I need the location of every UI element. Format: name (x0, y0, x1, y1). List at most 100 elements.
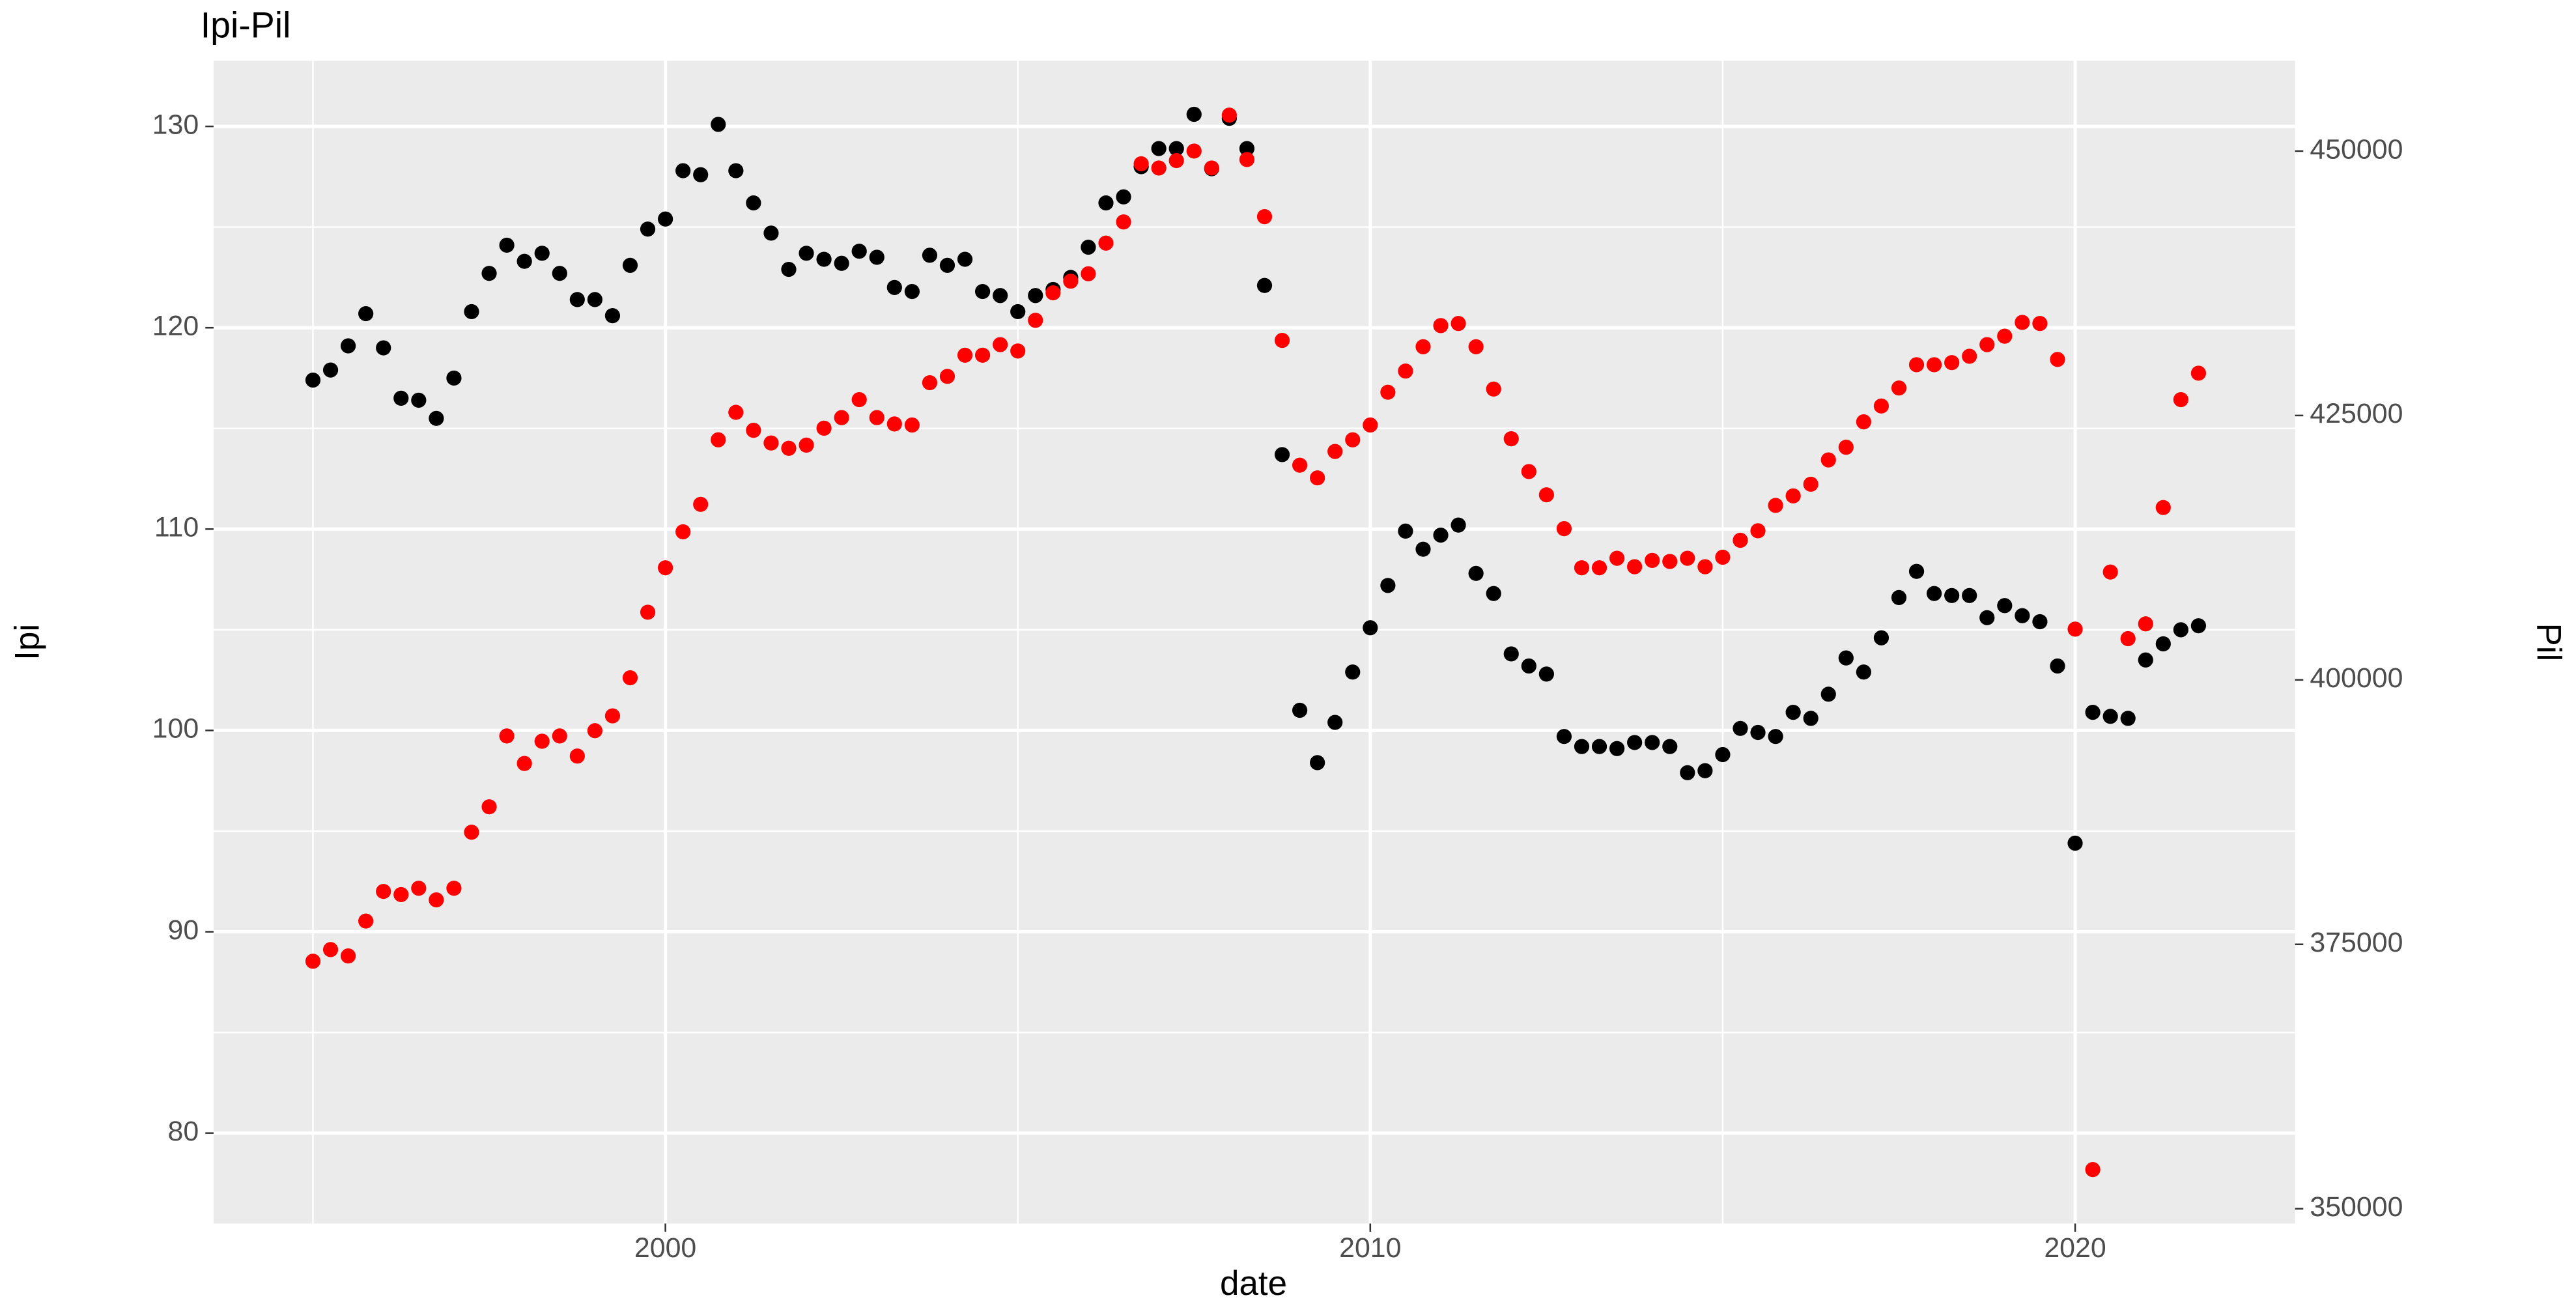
point (1239, 141, 1255, 156)
point (728, 404, 744, 420)
point (993, 288, 1008, 304)
point (587, 292, 602, 307)
point (2050, 352, 2065, 367)
point (604, 308, 621, 324)
point (640, 221, 656, 237)
point (675, 163, 691, 178)
point (1591, 739, 1607, 754)
point (834, 255, 849, 271)
point (2015, 315, 2030, 330)
point (1627, 735, 1643, 750)
point (711, 117, 726, 132)
point (1063, 274, 1079, 289)
point (1380, 578, 1396, 593)
point (464, 304, 479, 320)
point (1820, 452, 1836, 468)
point (1221, 107, 1237, 123)
point (1820, 687, 1836, 702)
point (957, 251, 973, 267)
point (1680, 550, 1695, 566)
point (1081, 239, 1096, 255)
point (1645, 735, 1660, 750)
point (816, 251, 832, 267)
point (1697, 763, 1713, 778)
point (1750, 724, 1766, 741)
point (1944, 588, 1960, 603)
point (728, 163, 744, 178)
point (1556, 521, 1572, 537)
point (1274, 447, 1290, 462)
y-tick-label: 100 (152, 713, 199, 744)
point (1363, 417, 1378, 433)
point (1662, 739, 1678, 754)
point (1363, 620, 1378, 636)
point (341, 338, 356, 354)
point (622, 257, 638, 273)
point (2120, 631, 2136, 647)
y2-tick-label: 450000 (2310, 134, 2403, 165)
point (341, 948, 356, 964)
point (1433, 318, 1449, 333)
point (693, 167, 709, 182)
point (1891, 589, 1907, 606)
point (376, 883, 391, 900)
point (1733, 532, 1748, 548)
point (1098, 195, 1114, 211)
point (2120, 711, 2136, 726)
point (446, 370, 462, 386)
point (1768, 729, 1783, 744)
point (2032, 316, 2048, 332)
point (1979, 337, 1995, 352)
point (1503, 431, 1519, 447)
point (1204, 160, 1219, 176)
x-tick-label: 2000 (634, 1232, 696, 1264)
point (1733, 720, 1748, 736)
point (851, 244, 867, 259)
point (1997, 598, 2013, 614)
point (552, 728, 567, 744)
point (2155, 636, 2171, 652)
point (552, 266, 567, 281)
point (622, 670, 638, 686)
point (2102, 709, 2118, 724)
panel (213, 61, 2295, 1224)
point (1081, 266, 1096, 281)
point (1645, 552, 1660, 568)
point (816, 420, 832, 436)
point (1028, 313, 1043, 328)
grid (213, 61, 2295, 1224)
point (1310, 755, 1325, 771)
point (481, 266, 497, 281)
point (1168, 141, 1184, 156)
point (1239, 152, 1255, 167)
point (2190, 618, 2207, 634)
point (2067, 621, 2083, 637)
point (1768, 498, 1783, 513)
point (675, 524, 691, 540)
point (1627, 559, 1643, 574)
point (2032, 614, 2048, 630)
point (1010, 304, 1026, 320)
point (851, 391, 867, 408)
y-tick-label: 120 (152, 311, 199, 342)
y2-tick-label: 425000 (2310, 398, 2403, 429)
point (2138, 652, 2153, 668)
point (1838, 650, 1854, 666)
y2-tick-label: 350000 (2310, 1191, 2403, 1223)
point (1908, 357, 1925, 373)
point (1380, 384, 1396, 400)
point (939, 257, 955, 273)
point (1538, 666, 1554, 682)
point (1151, 160, 1167, 176)
point (693, 496, 709, 512)
point (1609, 550, 1625, 566)
point (974, 347, 991, 363)
point (322, 942, 339, 957)
point (1398, 363, 1413, 379)
point (1962, 348, 1977, 364)
x-tick-label: 2010 (1339, 1232, 1401, 1264)
point (993, 337, 1008, 352)
point (1979, 610, 1995, 625)
point (1538, 487, 1554, 503)
point (1116, 214, 1131, 230)
